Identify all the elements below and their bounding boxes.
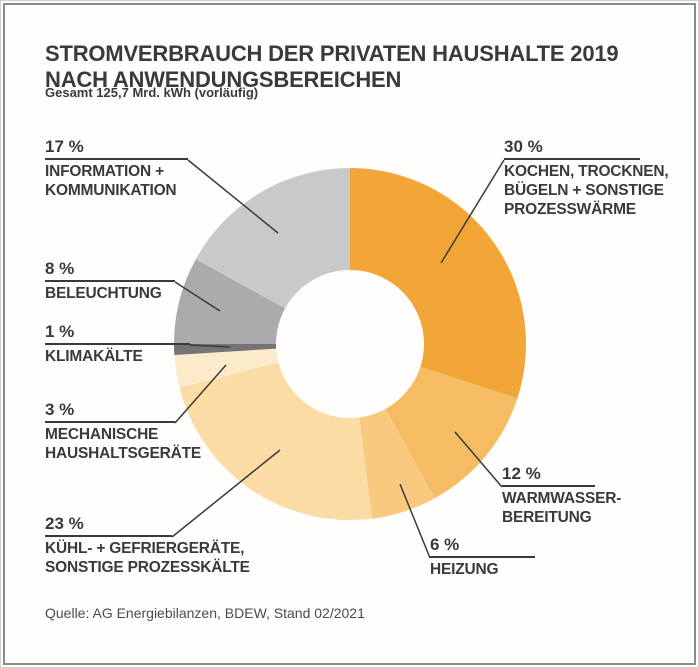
callout-klimakaelte-pct: 1 % bbox=[45, 322, 190, 345]
callout-kuehl: 23 % KÜHL- + GEFRIERGERÄTE, SONSTIGE PRO… bbox=[45, 514, 250, 577]
callout-kuehl-line1: KÜHL- + GEFRIERGERÄTE, bbox=[45, 540, 245, 557]
donut-segment-kochen bbox=[350, 168, 526, 399]
callout-heizung-line1: HEIZUNG bbox=[430, 561, 499, 578]
callout-kochen-line1: KOCHEN, TROCKNEN, bbox=[504, 163, 669, 180]
callout-kuehl-label: KÜHL- + GEFRIERGERÄTE, SONSTIGE PROZESSK… bbox=[45, 539, 250, 577]
donut-segment-heizung bbox=[359, 408, 435, 519]
callout-kochen-line3: PROZESSWÄRME bbox=[504, 201, 636, 218]
callout-kochen-line2: BÜGELN + SONSTIGE bbox=[504, 182, 664, 199]
leader-line-kuehl bbox=[171, 449, 281, 538]
callout-information-line1: INFORMATION + bbox=[45, 163, 164, 180]
leader-line-information bbox=[187, 159, 279, 234]
callout-information-line2: KOMMUNIKATION bbox=[45, 182, 177, 199]
donut-segment-klimakaelte bbox=[174, 344, 277, 356]
chart-frame bbox=[3, 3, 696, 665]
donut-segment-kuehl bbox=[179, 362, 373, 520]
callout-kuehl-pct: 23 % bbox=[45, 514, 172, 537]
callout-warmwasser-line1: WARMWASSER- bbox=[502, 490, 622, 507]
chart-title: STROMVERBRAUCH DER PRIVATEN HAUSHALTE 20… bbox=[45, 40, 619, 92]
callout-kuehl-line2: SONSTIGE PROZESSKÄLTE bbox=[45, 559, 250, 576]
callout-kochen-label: KOCHEN, TROCKNEN, BÜGELN + SONSTIGE PROZ… bbox=[504, 162, 669, 219]
donut-segment-warmwasser bbox=[385, 366, 518, 499]
callout-warmwasser: 12 % WARMWASSER- BEREITUNG bbox=[502, 464, 621, 527]
callout-beleuchtung-pct: 8 % bbox=[45, 259, 175, 282]
leader-line-kochen bbox=[440, 159, 505, 264]
leader-line-klimakaelte bbox=[189, 344, 231, 348]
callout-heizung: 6 % HEIZUNG bbox=[430, 535, 535, 579]
callout-klimakaelte: 1 % KLIMAKÄLTE bbox=[45, 322, 190, 366]
callout-warmwasser-line2: BEREITUNG bbox=[502, 509, 592, 526]
callout-mechanische-line2: HAUSHALTSGERÄTE bbox=[45, 445, 202, 462]
leader-line-heizung bbox=[399, 483, 431, 559]
donut-segment-information bbox=[195, 168, 350, 309]
callout-kochen: 30 % KOCHEN, TROCKNEN, BÜGELN + SONSTIGE… bbox=[504, 137, 669, 219]
leader-lines bbox=[171, 159, 505, 559]
callout-information-label: INFORMATION + KOMMUNIKATION bbox=[45, 162, 188, 200]
callout-beleuchtung-line1: BELEUCHTUNG bbox=[45, 285, 162, 302]
donut-segment-beleuchtung bbox=[174, 259, 286, 344]
leader-line-beleuchtung bbox=[174, 281, 221, 312]
callout-klimakaelte-line1: KLIMAKÄLTE bbox=[45, 348, 143, 365]
callout-kochen-pct: 30 % bbox=[504, 137, 640, 160]
callout-warmwasser-label: WARMWASSER- BEREITUNG bbox=[502, 489, 621, 527]
callout-information: 17 % INFORMATION + KOMMUNIKATION bbox=[45, 137, 188, 200]
callout-klimakaelte-label: KLIMAKÄLTE bbox=[45, 347, 190, 366]
donut-segment-mechanische bbox=[174, 348, 279, 388]
callout-warmwasser-pct: 12 % bbox=[502, 464, 595, 487]
leader-line-mechanische bbox=[174, 364, 227, 424]
callout-heizung-label: HEIZUNG bbox=[430, 560, 535, 579]
callout-mechanische: 3 % MECHANISCHE HAUSHALTSGERÄTE bbox=[45, 400, 201, 463]
source-note: Quelle: AG Energiebilanzen, BDEW, Stand … bbox=[45, 605, 365, 621]
callout-heizung-pct: 6 % bbox=[430, 535, 535, 558]
callout-mechanische-label: MECHANISCHE HAUSHALTSGERÄTE bbox=[45, 425, 201, 463]
callout-information-pct: 17 % bbox=[45, 137, 188, 160]
callout-beleuchtung-label: BELEUCHTUNG bbox=[45, 284, 175, 303]
leader-line-warmwasser bbox=[454, 431, 503, 488]
callout-beleuchtung: 8 % BELEUCHTUNG bbox=[45, 259, 175, 303]
callout-mechanische-line1: MECHANISCHE bbox=[45, 426, 159, 443]
callout-mechanische-pct: 3 % bbox=[45, 400, 175, 423]
chart-subtitle: Gesamt 125,7 Mrd. kWh (vorläufig) bbox=[45, 85, 259, 100]
donut-segments bbox=[174, 168, 526, 520]
